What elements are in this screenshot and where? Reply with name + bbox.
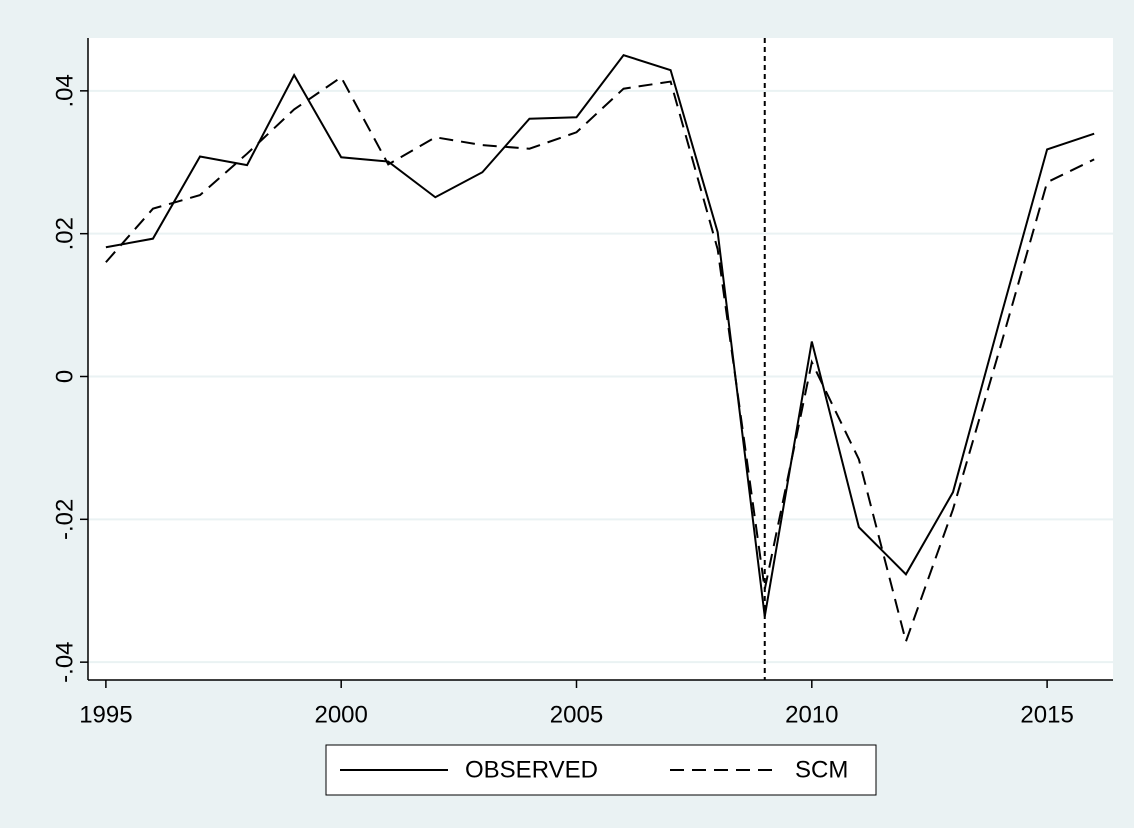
legend-label: OBSERVED: [465, 756, 598, 783]
grid: [88, 89, 1113, 664]
x-tick-label: 2015: [1020, 701, 1073, 728]
y-tick-label: .02: [51, 217, 78, 250]
series-line: [105, 75, 1095, 645]
legend-label: SCM: [795, 756, 848, 783]
series-line: [105, 53, 1095, 617]
x-tick-label: 1995: [79, 701, 132, 728]
y-tick-label: -.04: [51, 641, 78, 682]
x-tick-label: 2010: [785, 701, 838, 728]
plot-area: [88, 38, 1113, 680]
y-tick-label: 0: [51, 370, 78, 383]
x-tick-label: 2000: [314, 701, 367, 728]
y-tick-label: .04: [51, 74, 78, 107]
y-tick-label: -.02: [51, 499, 78, 540]
x-tick-label: 2005: [550, 701, 603, 728]
lines: [105, 38, 1095, 680]
